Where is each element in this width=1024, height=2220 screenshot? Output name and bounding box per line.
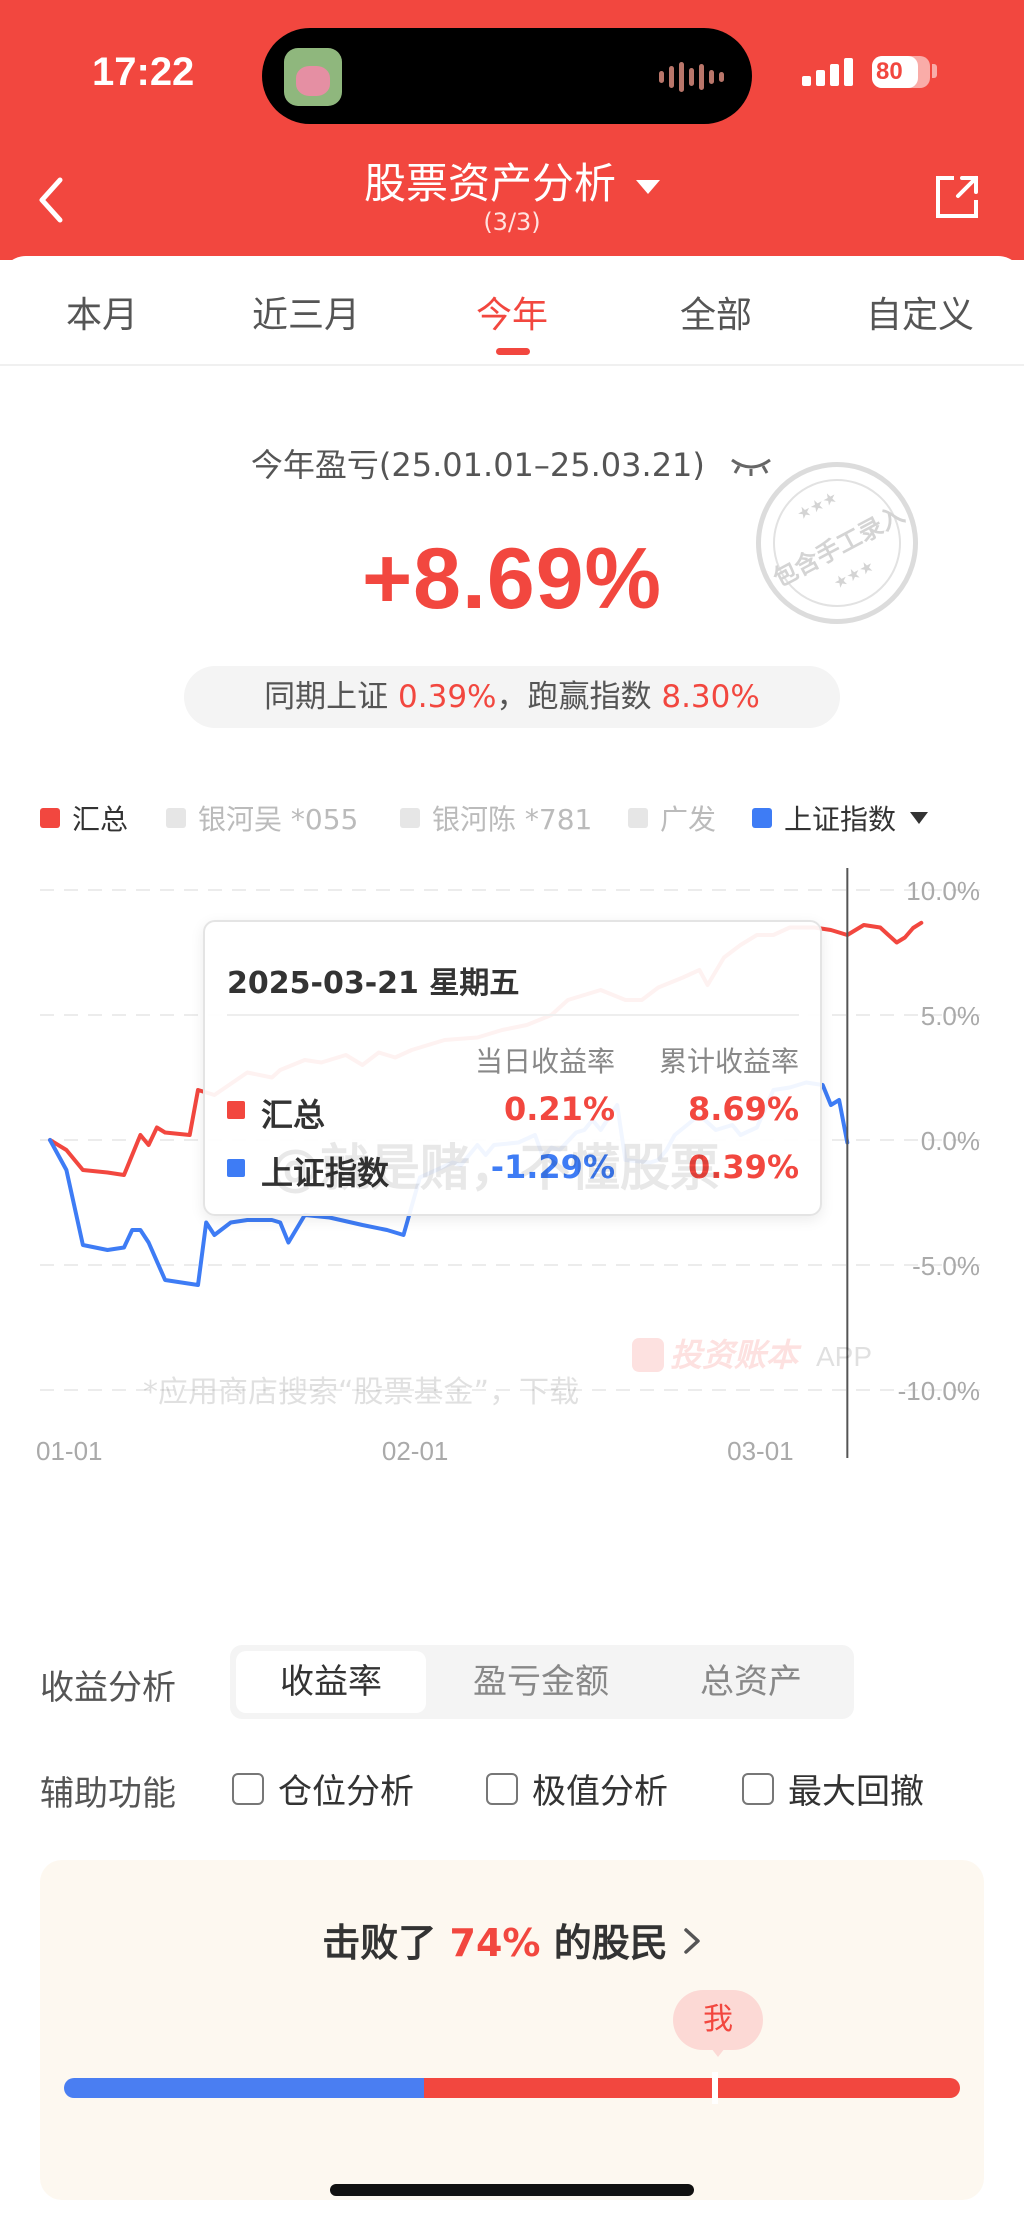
tooltip-col-cumulative: 累计收益率 — [658, 1045, 799, 1078]
segment-pnl-amount[interactable]: 盈亏金额 — [473, 1662, 609, 1702]
y-tick-label: 5.0% — [921, 1001, 980, 1031]
checkbox-extreme-analysis[interactable]: 极值分析 — [486, 1764, 668, 1813]
legend-item-yinhe-chen[interactable]: 银河陈 *781 — [400, 798, 592, 838]
analysis-label: 收益分析 — [40, 1668, 176, 1708]
checkbox-icon[interactable] — [232, 1772, 264, 1805]
tab-custom[interactable]: 自定义 — [865, 295, 974, 336]
y-tick-label: 0.0% — [921, 1126, 980, 1156]
caret-down-icon — [636, 179, 660, 194]
x-tick-label: 03-01 — [727, 1436, 794, 1466]
legend-item-index[interactable]: 上证指数 — [752, 798, 929, 838]
aux-label: 辅助功能 — [40, 1774, 176, 1814]
me-marker: 我 — [673, 1990, 763, 2050]
waveform-icon — [659, 62, 724, 92]
return-chart[interactable]: 10.0% 5.0% 0.0% -5.0% -10.0% 01-01 02-01 03-01 *… — [0, 860, 1024, 1600]
chart-footer-watermark: *应用商店搜索“股票基金”，下载 — [143, 1375, 579, 1410]
battery-icon: 80 — [872, 56, 930, 88]
tooltip-row-total: 汇总 0.21% 8.69% — [227, 1090, 799, 1134]
period-tabs: 本月 近三月 今年 全部 自定义 — [0, 256, 1024, 366]
x-tick-label: 02-01 — [382, 1436, 449, 1466]
dynamic-island[interactable] — [262, 28, 752, 124]
rank-position-marker — [712, 2072, 718, 2104]
chart-tooltip: 2025-03-21 星期五 当日收益率 累计收益率 汇总 0.21% 8.69… — [203, 920, 822, 1216]
status-time: 17:22 — [92, 50, 195, 94]
rank-bar-lower — [64, 2078, 424, 2098]
tooltip-col-daily: 当日收益率 — [474, 1045, 615, 1078]
x-tick-label: 01-01 — [36, 1436, 103, 1466]
brand-suffix-watermark: APP — [816, 1341, 872, 1372]
y-tick-label: 10.0% — [906, 876, 980, 906]
checkbox-icon[interactable] — [486, 1772, 518, 1805]
ranking-title[interactable]: 击败了 74% 的股民 — [40, 1912, 984, 1967]
segment-total-assets[interactable]: 总资产 — [700, 1662, 802, 1702]
app-icon — [284, 48, 342, 106]
chevron-right-icon — [682, 1921, 702, 1965]
share-icon[interactable] — [932, 172, 982, 222]
legend-item-yinhe-wu[interactable]: 银河吴 *055 — [166, 798, 358, 838]
page-subtitle: (3/3) — [483, 208, 541, 236]
brand-logo-icon — [632, 1338, 664, 1372]
legend-item-guangfa[interactable]: 广发 — [628, 798, 716, 838]
battery-level: 80 — [876, 58, 903, 85]
tab-active-indicator — [496, 348, 530, 355]
tab-all[interactable]: 全部 — [679, 295, 752, 336]
tab-three-months[interactable]: 近三月 — [251, 295, 360, 336]
total-return: +8.69% — [361, 531, 663, 627]
tooltip-row-index: 上证指数 -1.29% 0.39% — [227, 1148, 799, 1192]
legend-item-total[interactable]: 汇总 — [40, 798, 128, 838]
segment-return-rate[interactable]: 收益率 — [236, 1651, 426, 1713]
index-comparison: 同期上证 0.39%，跑赢指数 8.30% — [184, 666, 840, 728]
author-watermark: @就是赌，不懂股票 — [270, 1139, 720, 1197]
tab-this-month[interactable]: 本月 — [65, 295, 138, 336]
caret-down-icon — [910, 812, 929, 824]
rank-bar-upper — [424, 2078, 960, 2098]
home-indicator[interactable] — [330, 2184, 694, 2196]
eye-closed-icon[interactable] — [729, 448, 773, 486]
ranking-card[interactable]: 击败了 74% 的股民 我 — [40, 1860, 984, 2200]
tooltip-date: 2025-03-21 星期五 — [227, 966, 520, 1001]
nav-bar: 股票资产分析 (3/3) — [0, 130, 1024, 260]
y-tick-label: -10.0% — [898, 1376, 980, 1406]
chevron-left-icon[interactable] — [30, 170, 78, 230]
page-title[interactable]: 股票资产分析 — [0, 150, 1024, 211]
checkbox-icon[interactable] — [742, 1772, 774, 1805]
y-tick-label: -5.0% — [912, 1251, 980, 1281]
brand-watermark: 投资账本 — [670, 1336, 802, 1374]
period-label: 今年盈亏(25.01.01–25.03.21) — [0, 440, 1024, 486]
chart-legend: 汇总 银河吴 *055 银河陈 *781 广发 上证指数 — [40, 798, 1000, 838]
checkbox-max-drawdown[interactable]: 最大回撤 — [742, 1764, 924, 1813]
signal-icon — [802, 58, 853, 86]
tab-this-year[interactable]: 今年 — [475, 295, 548, 336]
analysis-segmented-control: 收益率 盈亏金额 总资产 — [230, 1645, 854, 1719]
checkbox-position-analysis[interactable]: 仓位分析 — [232, 1764, 414, 1813]
